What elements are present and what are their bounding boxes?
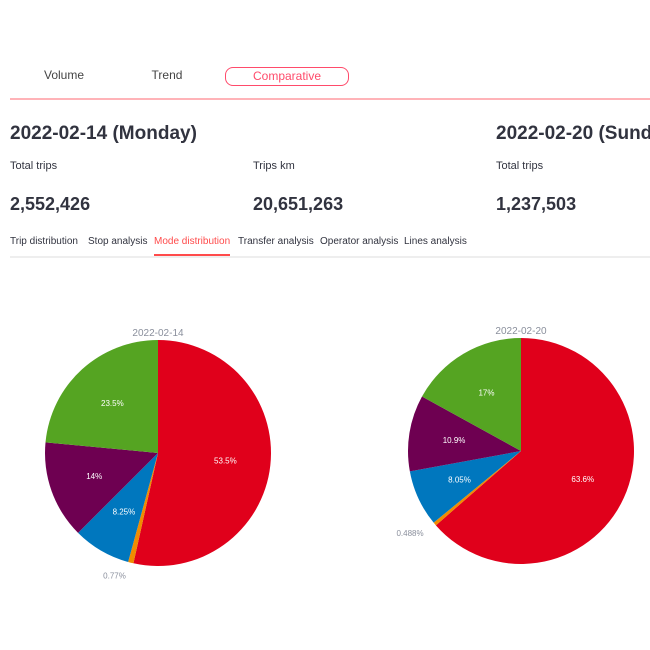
day2-total-trips-label: Total trips xyxy=(496,160,544,172)
tab-trend[interactable]: Trend xyxy=(151,68,183,82)
pie-title: 2022-02-14 xyxy=(132,328,184,339)
tab-transfer-analysis[interactable]: Transfer analysis xyxy=(238,236,314,247)
slice-label: 0.77% xyxy=(103,571,126,580)
tab-trip-distribution[interactable]: Trip distribution xyxy=(10,236,78,247)
slice-label: 8.25% xyxy=(113,508,136,517)
day1-total-trips-label: Total trips xyxy=(10,160,58,172)
tab-divider xyxy=(10,98,650,100)
tab-mode-distribution[interactable]: Mode distribution xyxy=(154,236,231,256)
day2-title: 2022-02-20 (Sunda xyxy=(496,123,650,144)
pie-slice[interactable] xyxy=(78,453,158,562)
tab-volume[interactable]: Volume xyxy=(43,68,85,82)
slice-label: 63.6% xyxy=(571,475,594,484)
tab-comparative[interactable]: Comparative xyxy=(225,67,349,86)
tab-operator-analysis[interactable]: Operator analysis xyxy=(320,236,399,247)
day1-title: 2022-02-14 (Monday) xyxy=(10,123,197,144)
pie-slice[interactable] xyxy=(409,451,521,523)
pie-slice[interactable] xyxy=(45,340,159,453)
slice-label: 0.488% xyxy=(396,529,423,538)
pie-slice[interactable] xyxy=(433,451,521,526)
pie-title: 2022-02-20 xyxy=(495,326,547,337)
slice-label: 8.05% xyxy=(448,476,471,485)
slice-label: 17% xyxy=(478,389,494,398)
day1-trips-km-value: 20,651,263 xyxy=(253,194,344,214)
slice-label: 10.9% xyxy=(443,436,466,445)
day2-total-trips-value: 1,237,503 xyxy=(496,194,577,214)
slice-label: 53.5% xyxy=(214,456,237,465)
tab-lines-analysis[interactable]: Lines analysis xyxy=(404,236,467,247)
pie-slice[interactable] xyxy=(435,338,634,564)
tab-stop-analysis[interactable]: Stop analysis xyxy=(88,236,148,247)
pie-slice[interactable] xyxy=(44,442,158,533)
day1-total-trips-value: 2,552,426 xyxy=(10,194,91,214)
pie-slice[interactable] xyxy=(133,340,271,566)
analysis-tabs: Trip distribution Stop analysis Mode dis… xyxy=(10,236,650,258)
pie-slice[interactable] xyxy=(421,338,521,451)
pie-slice[interactable] xyxy=(128,453,158,564)
day1-trips-km-label: Trips km xyxy=(253,160,295,172)
slice-label: 23.5% xyxy=(101,399,124,408)
slice-label: 14% xyxy=(86,472,102,481)
pie-slice[interactable] xyxy=(408,396,521,472)
